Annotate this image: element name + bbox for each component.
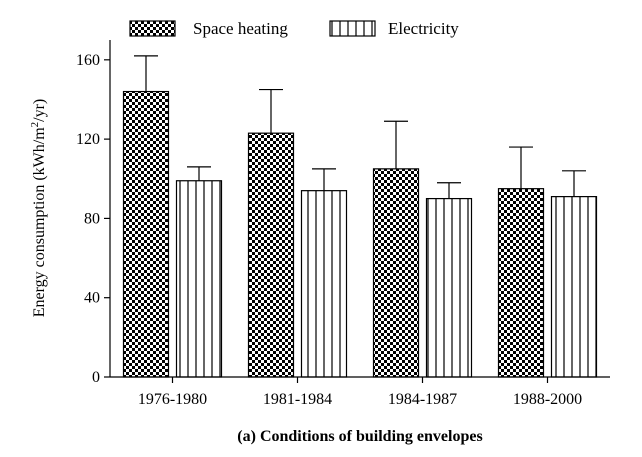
legend-label-electricity: Electricity (388, 19, 459, 38)
bar-electricity-1988-2000 (550, 196, 598, 378)
x-tick-label: 1981-1984 (263, 391, 332, 408)
y-tick-label: 0 (92, 369, 100, 386)
y-axis-ticks: 0 40 80 120 160 (76, 52, 110, 386)
x-tick-label: 1988-2000 (513, 391, 582, 408)
y-axis-label-superscript: 2 (29, 122, 41, 128)
x-tick-label: 1984-1987 (388, 391, 457, 408)
bar-electricity-1984-1987 (425, 197, 473, 378)
bars-group (122, 90, 598, 378)
bar-space-heating-1984-1987 (372, 168, 420, 378)
y-axis-label: Energy consumption (kWh/m2/yr) (29, 99, 48, 318)
y-tick-label: 160 (76, 52, 100, 69)
legend: Space heating Electricity (129, 19, 459, 38)
bar-space-heating-1988-2000 (497, 188, 545, 378)
y-tick-label: 120 (76, 131, 100, 148)
chart-caption: (a) Conditions of building envelopes (237, 428, 482, 445)
bar-space-heating-1976-1980 (122, 90, 170, 378)
error-bars-group (134, 55, 586, 199)
legend-label-space-heating: Space heating (193, 19, 288, 38)
y-tick-label: 40 (84, 290, 100, 307)
bar-electricity-1981-1984 (300, 190, 348, 378)
legend-swatch-space-heating (129, 20, 176, 37)
legend-swatch-electricity (329, 20, 376, 37)
x-axis-ticks: 1976-1980 1981-1984 1984-1987 1988-2000 (138, 377, 582, 408)
bar-electricity-1976-1980 (175, 180, 223, 378)
x-tick-label: 1976-1980 (138, 391, 207, 408)
y-tick-label: 80 (84, 210, 100, 227)
bar-space-heating-1981-1984 (247, 132, 295, 378)
